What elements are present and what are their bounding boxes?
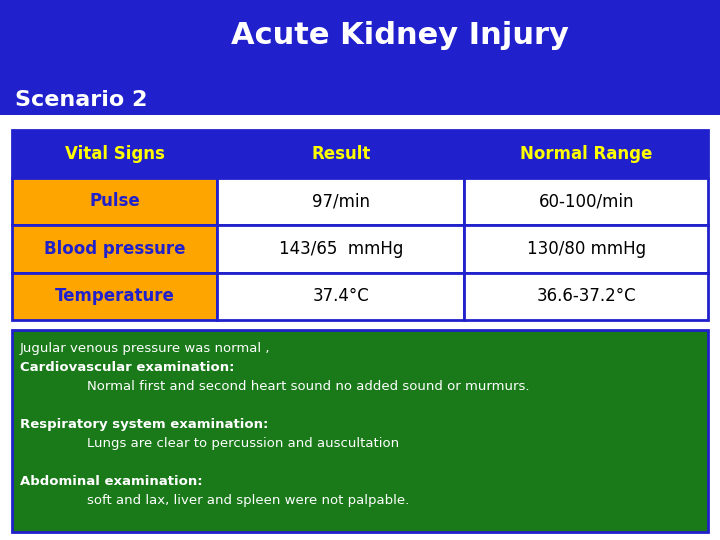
Text: Temperature: Temperature [55, 287, 174, 305]
Text: Jugular venous pressure was normal ,: Jugular venous pressure was normal , [20, 342, 271, 355]
FancyBboxPatch shape [0, 0, 720, 115]
Text: Result: Result [311, 145, 371, 163]
Text: Lungs are clear to percussion and auscultation: Lungs are clear to percussion and auscul… [87, 437, 399, 450]
Text: Acute Kidney Injury: Acute Kidney Injury [231, 21, 569, 50]
Text: Vital Signs: Vital Signs [65, 145, 165, 163]
Text: 37.4°C: 37.4°C [312, 287, 369, 305]
Text: Pulse: Pulse [89, 192, 140, 210]
FancyBboxPatch shape [12, 130, 708, 178]
FancyBboxPatch shape [12, 330, 708, 532]
FancyBboxPatch shape [217, 225, 464, 273]
Text: Respiratory system examination:: Respiratory system examination: [20, 418, 269, 431]
Text: 36.6-37.2°C: 36.6-37.2°C [536, 287, 636, 305]
Text: 60-100/min: 60-100/min [539, 192, 634, 210]
FancyBboxPatch shape [217, 273, 464, 320]
Text: 143/65  mmHg: 143/65 mmHg [279, 240, 403, 258]
Text: Normal first and second heart sound no added sound or murmurs.: Normal first and second heart sound no a… [87, 380, 529, 393]
Text: Scenario 2: Scenario 2 [15, 90, 148, 110]
FancyBboxPatch shape [464, 225, 708, 273]
FancyBboxPatch shape [464, 178, 708, 225]
Text: Cardiovascular examination:: Cardiovascular examination: [20, 361, 235, 374]
Text: Blood pressure: Blood pressure [44, 240, 186, 258]
FancyBboxPatch shape [217, 178, 464, 225]
FancyBboxPatch shape [12, 273, 217, 320]
Text: Normal Range: Normal Range [520, 145, 652, 163]
FancyBboxPatch shape [464, 273, 708, 320]
FancyBboxPatch shape [12, 225, 217, 273]
Text: 130/80 mmHg: 130/80 mmHg [526, 240, 646, 258]
Text: 97/min: 97/min [312, 192, 370, 210]
Text: Abdominal examination:: Abdominal examination: [20, 475, 202, 488]
Text: soft and lax, liver and spleen were not palpable.: soft and lax, liver and spleen were not … [87, 494, 409, 507]
FancyBboxPatch shape [12, 178, 217, 225]
